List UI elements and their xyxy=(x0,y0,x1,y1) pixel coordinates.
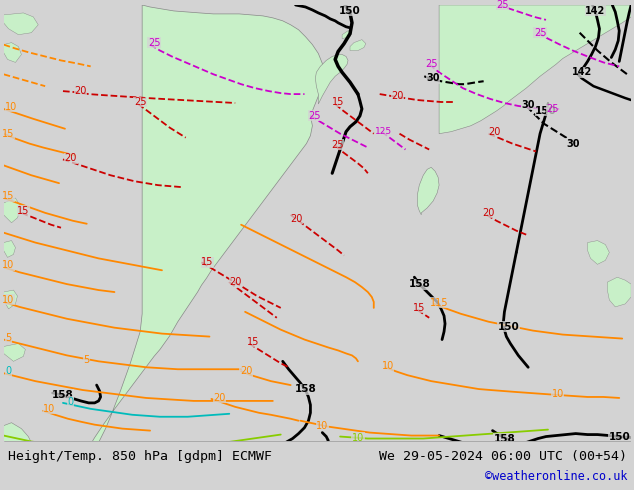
Text: 25: 25 xyxy=(425,59,437,70)
Text: 25: 25 xyxy=(547,104,559,114)
Text: 125: 125 xyxy=(375,127,392,136)
Polygon shape xyxy=(607,277,631,307)
Text: 115: 115 xyxy=(430,298,448,308)
Text: 158: 158 xyxy=(408,279,430,289)
Text: 150: 150 xyxy=(535,106,557,116)
Text: ©weatheronline.co.uk: ©weatheronline.co.uk xyxy=(484,469,627,483)
Text: 0: 0 xyxy=(6,366,11,376)
Text: 10: 10 xyxy=(316,420,328,431)
Text: 10: 10 xyxy=(3,295,15,305)
Text: 142: 142 xyxy=(585,6,605,16)
Text: 150: 150 xyxy=(609,432,630,441)
Text: 10: 10 xyxy=(43,404,55,414)
Text: 20: 20 xyxy=(240,366,252,376)
Bar xyxy=(4,441,631,490)
Text: 20: 20 xyxy=(213,393,226,403)
Text: 25: 25 xyxy=(496,0,508,10)
Text: 15: 15 xyxy=(17,206,30,216)
Polygon shape xyxy=(87,5,324,456)
Text: 15: 15 xyxy=(202,257,214,268)
Text: 25: 25 xyxy=(331,140,344,149)
Text: 20: 20 xyxy=(65,153,77,164)
Text: We 29-05-2024 06:00 UTC (00+54): We 29-05-2024 06:00 UTC (00+54) xyxy=(379,450,627,463)
Polygon shape xyxy=(350,40,366,50)
Text: 158: 158 xyxy=(280,445,302,455)
Text: 25: 25 xyxy=(134,97,146,107)
Text: 25: 25 xyxy=(148,38,160,48)
Text: 15: 15 xyxy=(3,191,15,201)
Text: 150: 150 xyxy=(498,321,519,332)
Text: 158: 158 xyxy=(52,390,74,400)
Text: 20: 20 xyxy=(75,86,87,96)
Polygon shape xyxy=(4,290,18,309)
Text: 10: 10 xyxy=(5,102,18,112)
Text: 10: 10 xyxy=(3,260,15,270)
Polygon shape xyxy=(439,5,631,134)
Text: 142: 142 xyxy=(571,67,592,77)
Text: 20: 20 xyxy=(229,277,242,287)
Polygon shape xyxy=(4,43,22,62)
Text: 10: 10 xyxy=(382,361,394,371)
Polygon shape xyxy=(4,198,22,223)
Text: 20: 20 xyxy=(391,91,404,101)
Text: 150: 150 xyxy=(477,441,500,451)
Text: 30: 30 xyxy=(427,73,440,83)
Text: 20: 20 xyxy=(482,208,495,218)
Text: 10: 10 xyxy=(552,389,564,399)
Polygon shape xyxy=(342,31,352,39)
Text: 0: 0 xyxy=(68,397,74,407)
Text: 20: 20 xyxy=(290,214,303,224)
Text: 150: 150 xyxy=(339,6,361,16)
Text: 25: 25 xyxy=(308,111,321,121)
Text: 30: 30 xyxy=(521,100,535,110)
Polygon shape xyxy=(4,13,38,35)
Polygon shape xyxy=(417,167,439,215)
Text: 10: 10 xyxy=(352,433,364,442)
Polygon shape xyxy=(315,54,348,104)
Text: 15: 15 xyxy=(413,303,425,313)
Text: 15: 15 xyxy=(332,97,344,107)
Text: 15: 15 xyxy=(3,129,15,139)
Text: 25: 25 xyxy=(534,28,547,38)
Text: Height/Temp. 850 hPa [gdpm] ECMWF: Height/Temp. 850 hPa [gdpm] ECMWF xyxy=(8,450,271,463)
Polygon shape xyxy=(4,423,33,466)
Polygon shape xyxy=(4,241,15,257)
Text: 5: 5 xyxy=(6,333,11,343)
Text: 15: 15 xyxy=(247,337,259,346)
Text: 20: 20 xyxy=(488,127,501,137)
Text: 158: 158 xyxy=(493,434,515,443)
Polygon shape xyxy=(588,241,609,264)
Text: 158: 158 xyxy=(295,384,316,394)
Text: 30: 30 xyxy=(566,139,579,148)
Text: 5: 5 xyxy=(84,355,90,366)
Polygon shape xyxy=(4,343,25,361)
